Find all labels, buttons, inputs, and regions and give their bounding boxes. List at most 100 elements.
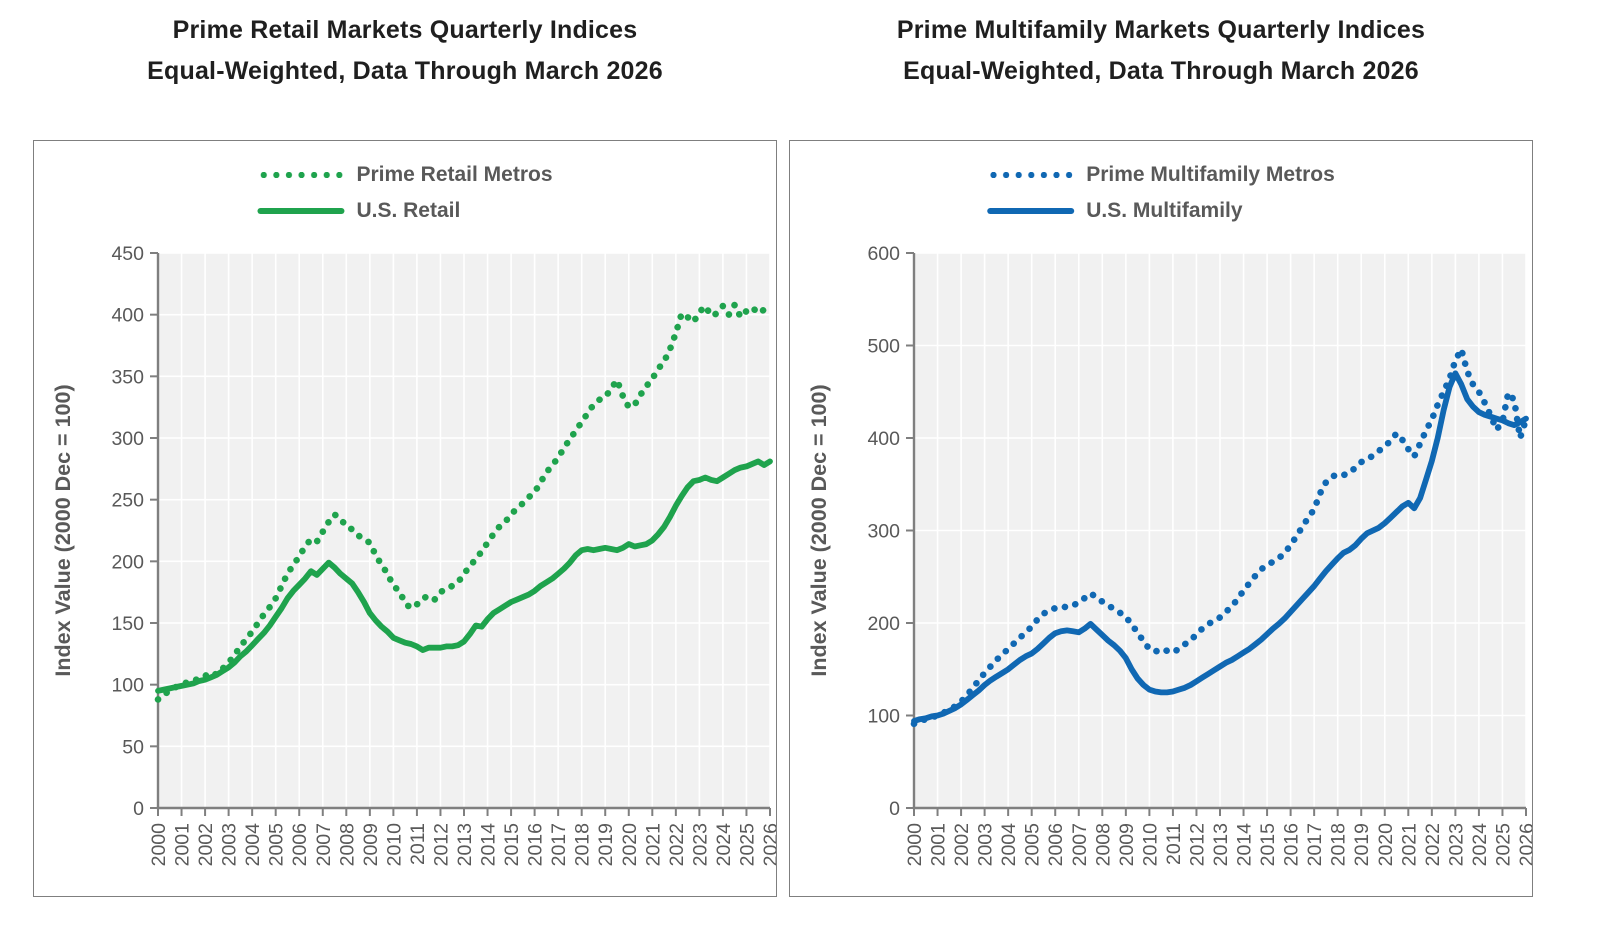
x-tick-label: 2025 [736,823,758,867]
y-tick-label: 0 [889,798,900,820]
y-tick-label: 450 [111,243,144,265]
x-tick-label: 2012 [1186,823,1208,866]
x-tick-label: 2005 [1022,823,1044,867]
legend-item-us-retail: U.S. Retail [257,193,552,229]
multifamily-title-line1: Prime Multifamily Markets Quarterly Indi… [896,16,1426,44]
x-tick-label: 2019 [1351,823,1373,866]
y-tick-label: 250 [111,490,144,512]
x-tick-label: 2026 [1516,823,1532,866]
y-tick-label: 500 [867,336,900,358]
x-tick-label: 2004 [998,823,1020,867]
y-tick-label: 50 [122,736,144,758]
legend-item-prime-retail-metros: Prime Retail Metros [257,157,553,193]
x-tick-labels: 2000 2001 2002 2003 2004 2005 2006 2007 2008 2009… [148,823,776,867]
y-tick-label: 400 [111,305,144,327]
x-tick-label: 2015 [1257,823,1279,867]
x-tick-label: 2016 [525,823,547,866]
x-tick-label: 2002 [195,823,217,866]
y-tick-label: 200 [867,613,900,635]
legend-item-us-multifamily: U.S. Multifamily [987,193,1335,229]
x-tick-label: 2005 [266,823,288,867]
series-prime-multifamily-metros [910,345,1530,728]
y-axis-title: Index Value (2000 Dec = 100) [51,384,75,676]
y-tick-label: 400 [867,428,900,450]
x-tick-label: 2020 [619,823,641,867]
x-tick-label: 2000 [148,823,170,867]
dotted-line-marker [987,171,1075,179]
x-tick-label: 2004 [242,823,264,867]
x-tick-label: 2001 [172,823,194,866]
x-tick-label: 2003 [219,823,241,866]
y-tick-label: 100 [867,706,900,728]
solid-line-marker [257,208,345,214]
x-tick-label: 2013 [454,823,476,866]
series-u-s-multifamily [911,370,1529,724]
retail-title-line2: Equal-Weighted, Data Through March 2026 [147,57,663,85]
x-tick-label: 2020 [1375,823,1397,867]
x-tick-label: 2008 [1092,823,1114,866]
multifamily-chart-panel: Prime Multifamily Metros U.S. Multifamil… [789,140,1533,897]
y-tick-label: 150 [111,613,144,635]
x-tick-label: 2025 [1492,823,1514,867]
x-tick-label: 2023 [1445,823,1467,866]
multifamily-legend: Prime Multifamily Metros U.S. Multifamil… [987,157,1335,229]
multifamily-chart-title: Prime Multifamily Markets Quarterly Indi… [789,10,1533,92]
x-tick-label: 2007 [313,823,335,866]
retail-chart-panel: Prime Retail Metros U.S. Retail 0 50 100 15… [33,140,777,897]
x-tick-label: 2006 [1045,823,1067,866]
retail-legend: Prime Retail Metros U.S. Retail [257,157,553,229]
y-tick-labels: 0 50 100 150 200 250 300 350 400 450 [111,243,144,820]
y-tick-label: 200 [111,551,144,573]
y-tick-label: 300 [867,521,900,543]
legend-label: U.S. Multifamily [1086,199,1243,222]
x-tick-label: 2022 [1422,823,1444,866]
x-tick-label: 2001 [928,823,950,866]
x-tick-label: 2011 [407,823,429,865]
x-tick-label: 2010 [383,823,405,867]
x-tick-label: 2014 [478,823,500,867]
dotted-line-marker [257,171,345,179]
x-tick-label: 2022 [666,823,688,866]
x-tick-label: 2021 [1398,823,1420,866]
x-tick-label: 2026 [760,823,776,866]
series-u-s-retail [155,458,773,694]
legend-label: Prime Multifamily Metros [1086,163,1335,186]
y-tick-label: 300 [111,428,144,450]
x-tick-label: 2012 [430,823,452,866]
x-tick-label: 2024 [713,823,735,867]
x-tick-label: 2009 [1116,823,1138,866]
tick-marks [150,252,771,816]
x-tick-label: 2006 [289,823,311,866]
x-tick-label: 2014 [1234,823,1256,867]
gridlines [914,252,1527,808]
x-tick-label: 2019 [595,823,617,866]
x-tick-label: 2017 [1304,823,1326,866]
multifamily-title-line2: Equal-Weighted, Data Through March 2026 [903,57,1419,85]
x-tick-label: 2008 [336,823,358,866]
retail-title-line1: Prime Retail Markets Quarterly Indices [172,16,638,44]
x-tick-label: 2002 [951,823,973,866]
x-tick-label: 2017 [548,823,570,866]
x-tick-label: 2024 [1469,823,1491,867]
legend-label: Prime Retail Metros [356,163,553,186]
y-tick-label: 600 [867,243,900,265]
y-axis-title: Index Value (2000 Dec = 100) [807,384,831,676]
x-tick-label: 2011 [1163,823,1185,865]
legend-label: U.S. Retail [356,199,461,222]
gridlines [158,252,771,808]
x-tick-label: 2003 [975,823,997,866]
retail-chart-section: Prime Retail Markets Quarterly Indices E… [33,0,777,943]
x-tick-label: 2000 [904,823,926,867]
x-tick-label: 2018 [1328,823,1350,866]
x-tick-label: 2021 [642,823,664,866]
x-tick-label: 2016 [1281,823,1303,866]
multifamily-chart-section: Prime Multifamily Markets Quarterly Indi… [789,0,1533,943]
x-tick-label: 2023 [689,823,711,866]
x-tick-label: 2007 [1069,823,1091,866]
x-tick-label: 2009 [360,823,382,866]
tick-marks [906,252,1527,816]
x-tick-label: 2018 [572,823,594,866]
